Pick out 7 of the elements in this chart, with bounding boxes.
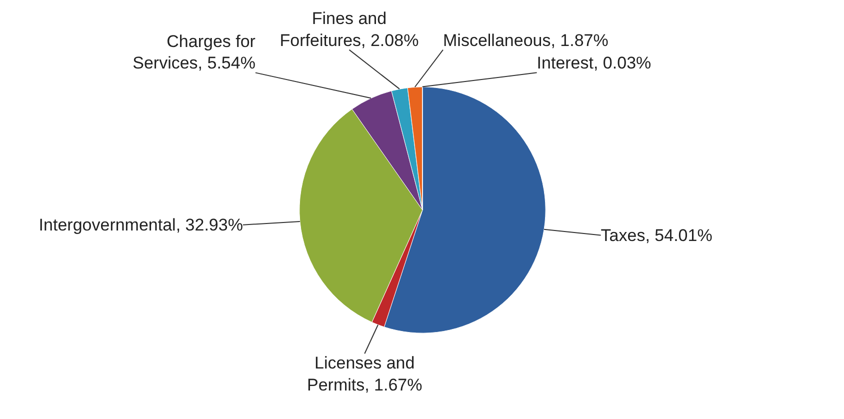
slice-label: Miscellaneous, 1.87%	[443, 30, 608, 50]
slice-label: Taxes, 54.01%	[600, 226, 712, 245]
slice-label: Charges for Services, 5.54%	[132, 32, 256, 73]
slice-label: Licenses and Permits, 1.67%	[306, 354, 422, 394]
slice-label: Interest, 0.03%	[536, 54, 652, 73]
slice-label: Fines and Forfeitures, 2.08%	[280, 8, 419, 50]
slice-label: Intergovernmental, 32.93%	[38, 215, 243, 234]
